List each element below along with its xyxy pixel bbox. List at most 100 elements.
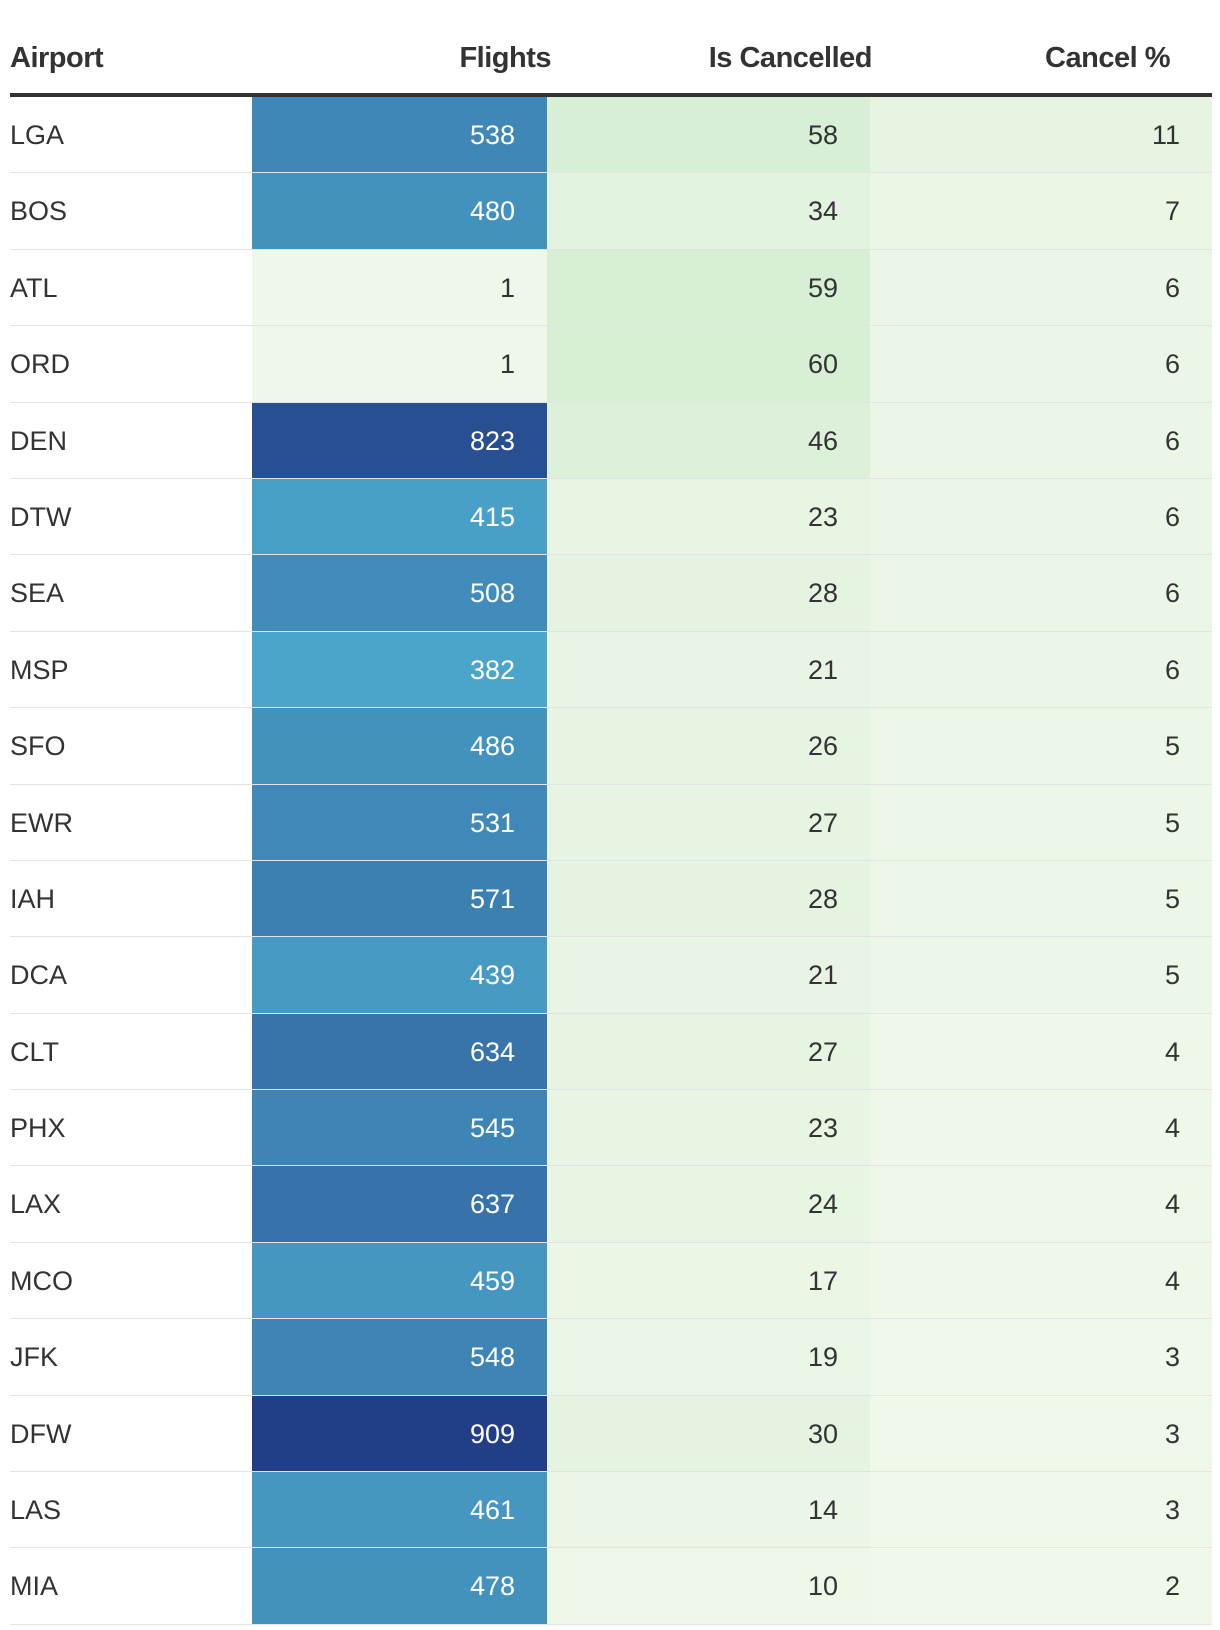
is-cancelled-cell: 34 bbox=[547, 173, 870, 249]
header-flights: Flights bbox=[459, 42, 551, 74]
cancel-pct-cell: 6 bbox=[870, 402, 1212, 478]
table-row: SFO 486 26 5 bbox=[10, 708, 1212, 785]
airport-cell: BOS bbox=[10, 196, 68, 227]
flights-cell: 571 bbox=[252, 860, 547, 937]
cancel-pct-cell: 2 bbox=[870, 1548, 1212, 1624]
airport-cell: DCA bbox=[10, 960, 68, 991]
table-row: EWR 531 27 5 bbox=[10, 784, 1212, 861]
cancel-pct-cell: 11 bbox=[870, 97, 1212, 173]
airport-cell: SEA bbox=[10, 578, 65, 609]
is-cancelled-cell: 58 bbox=[547, 97, 870, 173]
airport-cell: DEN bbox=[10, 425, 68, 456]
header-airport: Airport bbox=[10, 42, 104, 74]
flights-cell: 508 bbox=[252, 555, 547, 631]
cancel-pct-cell: 5 bbox=[870, 784, 1212, 860]
cancel-pct-cell: 6 bbox=[870, 631, 1212, 708]
cancel-pct-cell: 5 bbox=[870, 937, 1212, 1013]
flights-cell: 538 bbox=[252, 97, 547, 173]
is-cancelled-cell: 28 bbox=[547, 555, 870, 631]
table-header: Airport Flights Is Cancelled Cancel % bbox=[10, 0, 1212, 97]
flights-cell: 637 bbox=[252, 1166, 547, 1242]
airport-cell: MCO bbox=[10, 1265, 73, 1296]
cancel-pct-cell: 6 bbox=[870, 249, 1212, 326]
airport-cell: LAS bbox=[10, 1495, 62, 1526]
is-cancelled-cell: 27 bbox=[547, 1013, 870, 1090]
flights-cell: 461 bbox=[252, 1472, 547, 1548]
flights-cell: 531 bbox=[252, 784, 547, 860]
header-is-cancelled: Is Cancelled bbox=[708, 42, 873, 74]
cancel-pct-cell: 4 bbox=[870, 1090, 1212, 1166]
flights-cell: 480 bbox=[252, 173, 547, 249]
cancel-pct-cell: 7 bbox=[870, 173, 1212, 249]
airport-cell: ATL bbox=[10, 272, 58, 303]
is-cancelled-cell: 30 bbox=[547, 1395, 870, 1472]
flights-cell: 382 bbox=[252, 631, 547, 708]
airport-cell: EWR bbox=[10, 807, 73, 838]
table-row: LAX 637 24 4 bbox=[10, 1166, 1212, 1243]
table-row: DTW 415 23 6 bbox=[10, 478, 1212, 556]
airport-cell: LAX bbox=[10, 1189, 62, 1220]
is-cancelled-cell: 10 bbox=[547, 1548, 870, 1624]
table-row: LAS 461 14 3 bbox=[10, 1472, 1212, 1549]
airport-cell: MIA bbox=[10, 1571, 59, 1602]
airport-cell: LGA bbox=[10, 120, 65, 150]
flights-table: Airport Flights Is Cancelled Cancel % LG… bbox=[10, 0, 1212, 1625]
table-row: ORD 1 60 6 bbox=[10, 326, 1212, 403]
cancel-pct-cell: 4 bbox=[870, 1166, 1212, 1242]
cancel-pct-cell: 5 bbox=[870, 860, 1212, 937]
cancel-pct-cell: 4 bbox=[870, 1013, 1212, 1090]
table-row: DFW 909 30 3 bbox=[10, 1395, 1212, 1473]
is-cancelled-cell: 21 bbox=[547, 937, 870, 1013]
table-row: DCA 439 21 5 bbox=[10, 937, 1212, 1014]
flights-cell: 823 bbox=[252, 402, 547, 478]
cancel-pct-cell: 3 bbox=[870, 1395, 1212, 1472]
table-row: IAH 571 28 5 bbox=[10, 860, 1212, 938]
is-cancelled-cell: 46 bbox=[547, 402, 870, 478]
flights-cell: 1 bbox=[252, 249, 547, 326]
airport-cell: CLT bbox=[10, 1036, 60, 1067]
flights-cell: 459 bbox=[252, 1242, 547, 1319]
cancel-pct-cell: 6 bbox=[870, 555, 1212, 631]
table-row: DEN 823 46 6 bbox=[10, 402, 1212, 479]
table-row: PHX 545 23 4 bbox=[10, 1090, 1212, 1167]
is-cancelled-cell: 27 bbox=[547, 784, 870, 860]
is-cancelled-cell: 24 bbox=[547, 1166, 870, 1242]
is-cancelled-cell: 23 bbox=[547, 478, 870, 555]
cancel-pct-cell: 3 bbox=[870, 1319, 1212, 1395]
flights-cell: 486 bbox=[252, 708, 547, 784]
airport-cell: ORD bbox=[10, 349, 70, 380]
airport-cell: MSP bbox=[10, 654, 69, 685]
table-row: MSP 382 21 6 bbox=[10, 631, 1212, 709]
airport-cell: JFK bbox=[10, 1342, 59, 1373]
is-cancelled-cell: 59 bbox=[547, 249, 870, 326]
table-row: SEA 508 28 6 bbox=[10, 555, 1212, 632]
flights-cell: 478 bbox=[252, 1548, 547, 1624]
cancel-pct-cell: 6 bbox=[870, 326, 1212, 402]
airport-cell: IAH bbox=[10, 883, 56, 914]
airport-cell: DFW bbox=[10, 1418, 72, 1449]
is-cancelled-cell: 26 bbox=[547, 708, 870, 784]
is-cancelled-cell: 19 bbox=[547, 1319, 870, 1395]
is-cancelled-cell: 60 bbox=[547, 326, 870, 402]
is-cancelled-cell: 21 bbox=[547, 631, 870, 708]
cancel-pct-cell: 5 bbox=[870, 708, 1212, 784]
table-row: MIA 478 10 2 bbox=[10, 1548, 1212, 1625]
flights-cell: 634 bbox=[252, 1013, 547, 1090]
flights-cell: 548 bbox=[252, 1319, 547, 1395]
flights-cell: 1 bbox=[252, 326, 547, 402]
flights-cell: 439 bbox=[252, 937, 547, 1013]
cancel-pct-cell: 6 bbox=[870, 478, 1212, 555]
flights-cell: 545 bbox=[252, 1090, 547, 1166]
table-row: JFK 548 19 3 bbox=[10, 1319, 1212, 1396]
cancel-pct-cell: 3 bbox=[870, 1472, 1212, 1548]
header-cancel-pct: Cancel % bbox=[1045, 42, 1170, 74]
is-cancelled-cell: 14 bbox=[547, 1472, 870, 1548]
table-row: ATL 1 59 6 bbox=[10, 249, 1212, 327]
flights-cell: 415 bbox=[252, 478, 547, 555]
is-cancelled-cell: 23 bbox=[547, 1090, 870, 1166]
table-row: LGA 538 58 11 bbox=[10, 97, 1212, 174]
table-row: BOS 480 34 7 bbox=[10, 173, 1212, 250]
cancel-pct-cell: 4 bbox=[870, 1242, 1212, 1319]
is-cancelled-cell: 28 bbox=[547, 860, 870, 937]
flights-cell: 909 bbox=[252, 1395, 547, 1472]
